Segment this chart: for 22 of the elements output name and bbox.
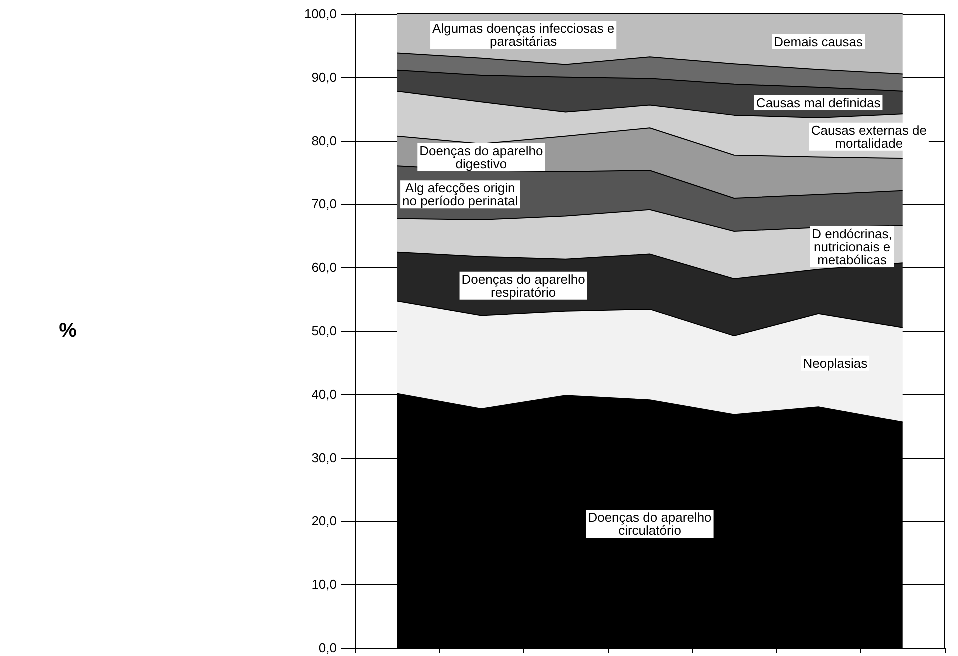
- series-label: Doenças do aparelho circulatório: [588, 510, 712, 538]
- text: %: [59, 320, 78, 342]
- y-tick-label: 10,0: [312, 577, 337, 592]
- series-label: D endócrinas, nutricionais e metabólicas: [812, 226, 892, 268]
- series-label: Causas mal definidas: [756, 95, 882, 110]
- y-tick-label: 20,0: [312, 514, 337, 529]
- series-label: Demais causas: [774, 34, 864, 50]
- series-label: Causas externas de mortalidade: [811, 122, 927, 151]
- series-label: Algumas doenças infecciosas e parasitárias: [432, 21, 615, 49]
- y-tick-label: 30,0: [312, 450, 337, 466]
- y-tick-label: 80,0: [312, 133, 337, 148]
- y-tick-label: 100,0: [304, 6, 337, 22]
- y-tick-label: 90,0: [312, 70, 337, 85]
- y-tick-label: 0,0: [318, 640, 337, 656]
- series-label: Neoplasias: [803, 356, 868, 371]
- y-tick-label: 70,0: [312, 196, 337, 212]
- series-label: Doenças do aparelho respiratório: [462, 272, 586, 300]
- series-label: Alg afecções origin no período perinatal: [402, 180, 518, 209]
- y-tick-label: 40,0: [312, 386, 337, 402]
- series-label: Doenças do aparelho digestivo: [420, 143, 544, 172]
- y-tick-label: 50,0: [312, 324, 337, 338]
- y-tick-label: 60,0: [312, 260, 337, 276]
